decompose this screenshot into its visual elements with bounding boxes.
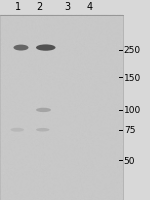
Ellipse shape: [14, 45, 28, 51]
Text: 50: 50: [124, 156, 135, 165]
Text: 1: 1: [15, 2, 21, 12]
Text: 3: 3: [64, 2, 70, 12]
Ellipse shape: [36, 45, 56, 51]
FancyBboxPatch shape: [0, 16, 123, 200]
Text: 100: 100: [124, 106, 141, 115]
Ellipse shape: [36, 128, 50, 132]
Text: 250: 250: [124, 46, 141, 55]
Text: 2: 2: [36, 2, 42, 12]
Text: 4: 4: [87, 2, 93, 12]
Ellipse shape: [11, 128, 24, 132]
Text: 150: 150: [124, 73, 141, 82]
Ellipse shape: [36, 108, 51, 113]
Text: 75: 75: [124, 126, 135, 135]
